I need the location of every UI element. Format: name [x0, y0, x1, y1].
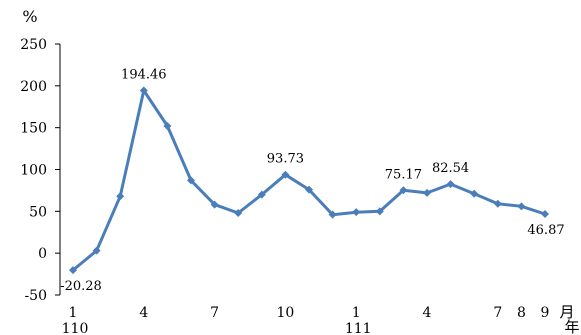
data-point	[423, 188, 431, 197]
data-label: 75.17	[385, 167, 422, 182]
x-axis-unit-month: 月	[559, 303, 574, 321]
y-tick-label: 0	[38, 246, 47, 262]
data-point	[187, 176, 195, 185]
data-point	[352, 208, 361, 217]
x-tick-label: 4	[423, 305, 432, 321]
data-point	[116, 192, 125, 201]
x-tick-label: 10	[276, 305, 294, 321]
y-tick-label: -50	[24, 288, 47, 304]
data-point	[541, 209, 549, 218]
data-markers	[69, 86, 549, 275]
data-point	[328, 210, 337, 219]
data-label: 46.87	[527, 223, 564, 238]
y-axis-unit-label: %	[22, 7, 37, 26]
data-point	[257, 190, 266, 199]
data-label: 194.46	[121, 67, 167, 82]
data-point	[375, 207, 384, 216]
x-tick-label: 7	[210, 305, 219, 321]
x-tick-label: 7	[493, 305, 502, 321]
data-point	[470, 189, 479, 198]
data-point	[210, 200, 219, 209]
x-axis-unit-year: 年	[564, 318, 579, 335]
data-point	[234, 209, 243, 218]
data-point	[493, 199, 502, 208]
data-point	[446, 180, 455, 189]
x-tick-label: 4	[139, 305, 148, 321]
x-tick-label: 1	[352, 305, 361, 321]
data-point	[92, 246, 101, 255]
data-point	[399, 186, 408, 195]
x-year-label: 111	[345, 321, 372, 335]
y-axis-ticks: -50 0 50 100 150 200 250	[20, 37, 60, 304]
data-point	[69, 266, 77, 275]
data-label: 93.73	[267, 152, 304, 167]
data-point	[281, 170, 290, 179]
data-labels: -20.28 194.46 93.73 75.17 82.54 46.87	[60, 67, 564, 294]
y-tick-label: 150	[20, 121, 47, 137]
x-tick-label: 9	[541, 305, 550, 321]
data-point	[305, 185, 313, 194]
y-tick-label: 100	[20, 163, 47, 179]
data-point	[517, 202, 526, 211]
data-label: 82.54	[432, 161, 469, 176]
x-tick-label: 1	[69, 305, 78, 321]
x-year-label: 110	[62, 321, 89, 335]
y-tick-label: 50	[29, 204, 47, 220]
data-point	[139, 86, 148, 95]
y-tick-label: 250	[20, 37, 47, 53]
data-point	[163, 121, 172, 130]
series-line	[72, 89, 546, 272]
y-tick-label: 200	[20, 79, 47, 95]
data-label: -20.28	[60, 279, 102, 294]
x-tick-label: 8	[517, 305, 526, 321]
